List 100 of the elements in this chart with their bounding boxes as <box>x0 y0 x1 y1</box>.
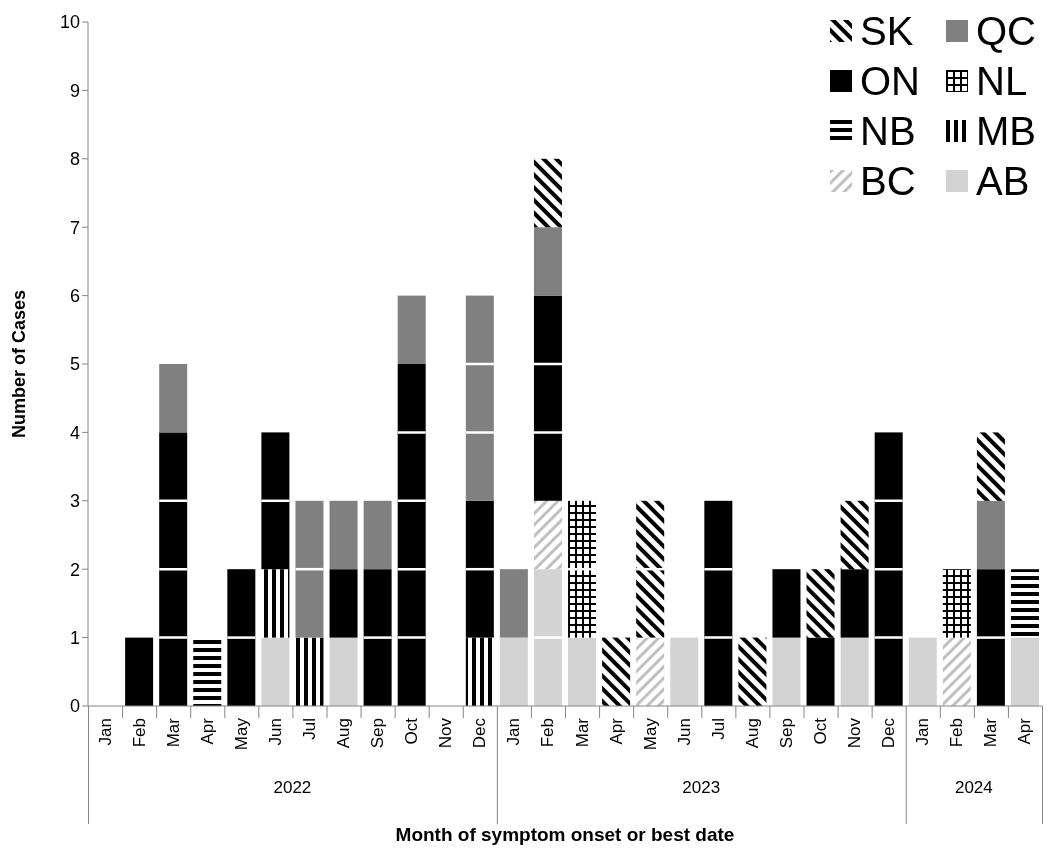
bar <box>670 637 699 706</box>
bar <box>261 637 290 706</box>
bar <box>976 569 1005 706</box>
x-tick-label: Dec <box>879 717 899 749</box>
bar <box>125 637 154 706</box>
y-tick-label: 7 <box>69 217 80 238</box>
y-tick-label: 8 <box>69 149 80 170</box>
x-tick-label: Oct <box>811 717 831 745</box>
bar <box>840 500 869 570</box>
bar <box>1010 569 1039 638</box>
bar <box>261 432 290 570</box>
x-tick-label: Jun <box>265 718 285 746</box>
x-tick-label: Mar <box>572 717 592 748</box>
y-tick-label: 0 <box>69 696 80 717</box>
x-axis-title: Month of symptom onset or best date <box>394 824 736 846</box>
bar <box>329 569 358 638</box>
text: 2022 <box>272 778 313 798</box>
bar <box>227 569 256 706</box>
legend-label: AB <box>976 158 1030 204</box>
x-tick-label: Aug <box>742 718 762 749</box>
x-tick-label: Jul <box>299 718 319 740</box>
bar <box>499 569 528 638</box>
bar <box>840 637 869 706</box>
x-tick-label: Nov <box>436 717 456 749</box>
text: 2024 <box>953 778 994 798</box>
x-tick-label: Sep <box>776 718 796 749</box>
x-tick-label: Nov <box>845 717 865 749</box>
bar <box>261 569 290 638</box>
bar <box>806 569 835 638</box>
bar <box>874 432 903 706</box>
bar <box>295 500 324 638</box>
legend-label: NL <box>976 58 1028 104</box>
bar <box>772 637 801 706</box>
bar <box>942 637 971 706</box>
bar <box>363 569 392 706</box>
legend-label: BC <box>860 158 916 204</box>
bar <box>159 364 188 433</box>
bar <box>329 500 358 570</box>
x-tick-label: Jan <box>504 718 524 746</box>
bar <box>465 295 494 501</box>
x-tick-label: Aug <box>334 718 354 749</box>
x-tick-label: Apr <box>197 717 217 745</box>
bar <box>465 637 494 706</box>
y-tick-label: 5 <box>69 354 80 375</box>
legend-label: MB <box>976 108 1036 154</box>
bar <box>738 637 767 706</box>
bar <box>704 500 733 706</box>
y-tick-label: 10 <box>59 12 80 33</box>
x-tick-label: Sep <box>368 718 388 749</box>
bar <box>533 295 562 501</box>
bar <box>908 637 937 706</box>
bar <box>568 500 597 638</box>
x-tick-label: Apr <box>1015 717 1035 745</box>
bar <box>295 637 324 706</box>
bar <box>636 637 665 706</box>
bar <box>397 295 426 364</box>
bar <box>363 500 392 570</box>
bar <box>976 432 1005 501</box>
bar <box>499 637 528 706</box>
bar <box>942 569 971 638</box>
y-tick-label: 3 <box>69 491 80 512</box>
legend-label: QC <box>976 8 1036 54</box>
y-tick-label: 6 <box>69 285 80 306</box>
x-tick-label: Apr <box>606 717 626 745</box>
x-tick-label: Feb <box>538 718 558 748</box>
x-tick-label: Oct <box>402 717 422 745</box>
bar <box>533 227 562 296</box>
bar <box>602 637 631 706</box>
x-tick-label: Jan <box>95 718 115 746</box>
x-tick-label: May <box>231 717 251 751</box>
bar <box>806 637 835 706</box>
bar <box>159 432 188 706</box>
bar <box>533 500 562 570</box>
x-tick-label: Feb <box>947 718 967 748</box>
legend-label: SK <box>860 8 914 54</box>
legend-label: NB <box>860 108 916 154</box>
y-axis-title: Number of Cases <box>9 289 30 439</box>
bar <box>976 500 1005 570</box>
x-tick-label: Jul <box>708 718 728 740</box>
bar <box>840 569 869 638</box>
y-tick-label: 2 <box>69 559 80 580</box>
x-tick-label: Mar <box>163 717 183 748</box>
bar <box>533 158 562 228</box>
x-tick-label: Dec <box>470 717 490 749</box>
y-tick-label: 4 <box>69 422 80 443</box>
y-tick-label: 1 <box>69 627 80 648</box>
bar <box>636 500 665 638</box>
x-tick-label: Feb <box>129 718 149 748</box>
bar <box>397 364 426 706</box>
bar <box>1010 637 1039 706</box>
x-tick-label: Jan <box>913 718 933 746</box>
x-tick-label: May <box>640 717 660 751</box>
x-tick-label: Jun <box>674 718 694 746</box>
x-tick-label: Mar <box>981 717 1001 748</box>
legend-label: ON <box>860 58 920 104</box>
bar <box>329 637 358 706</box>
text: 2023 <box>681 778 722 798</box>
bar <box>533 569 562 706</box>
bar <box>568 637 597 706</box>
bar <box>772 569 801 638</box>
